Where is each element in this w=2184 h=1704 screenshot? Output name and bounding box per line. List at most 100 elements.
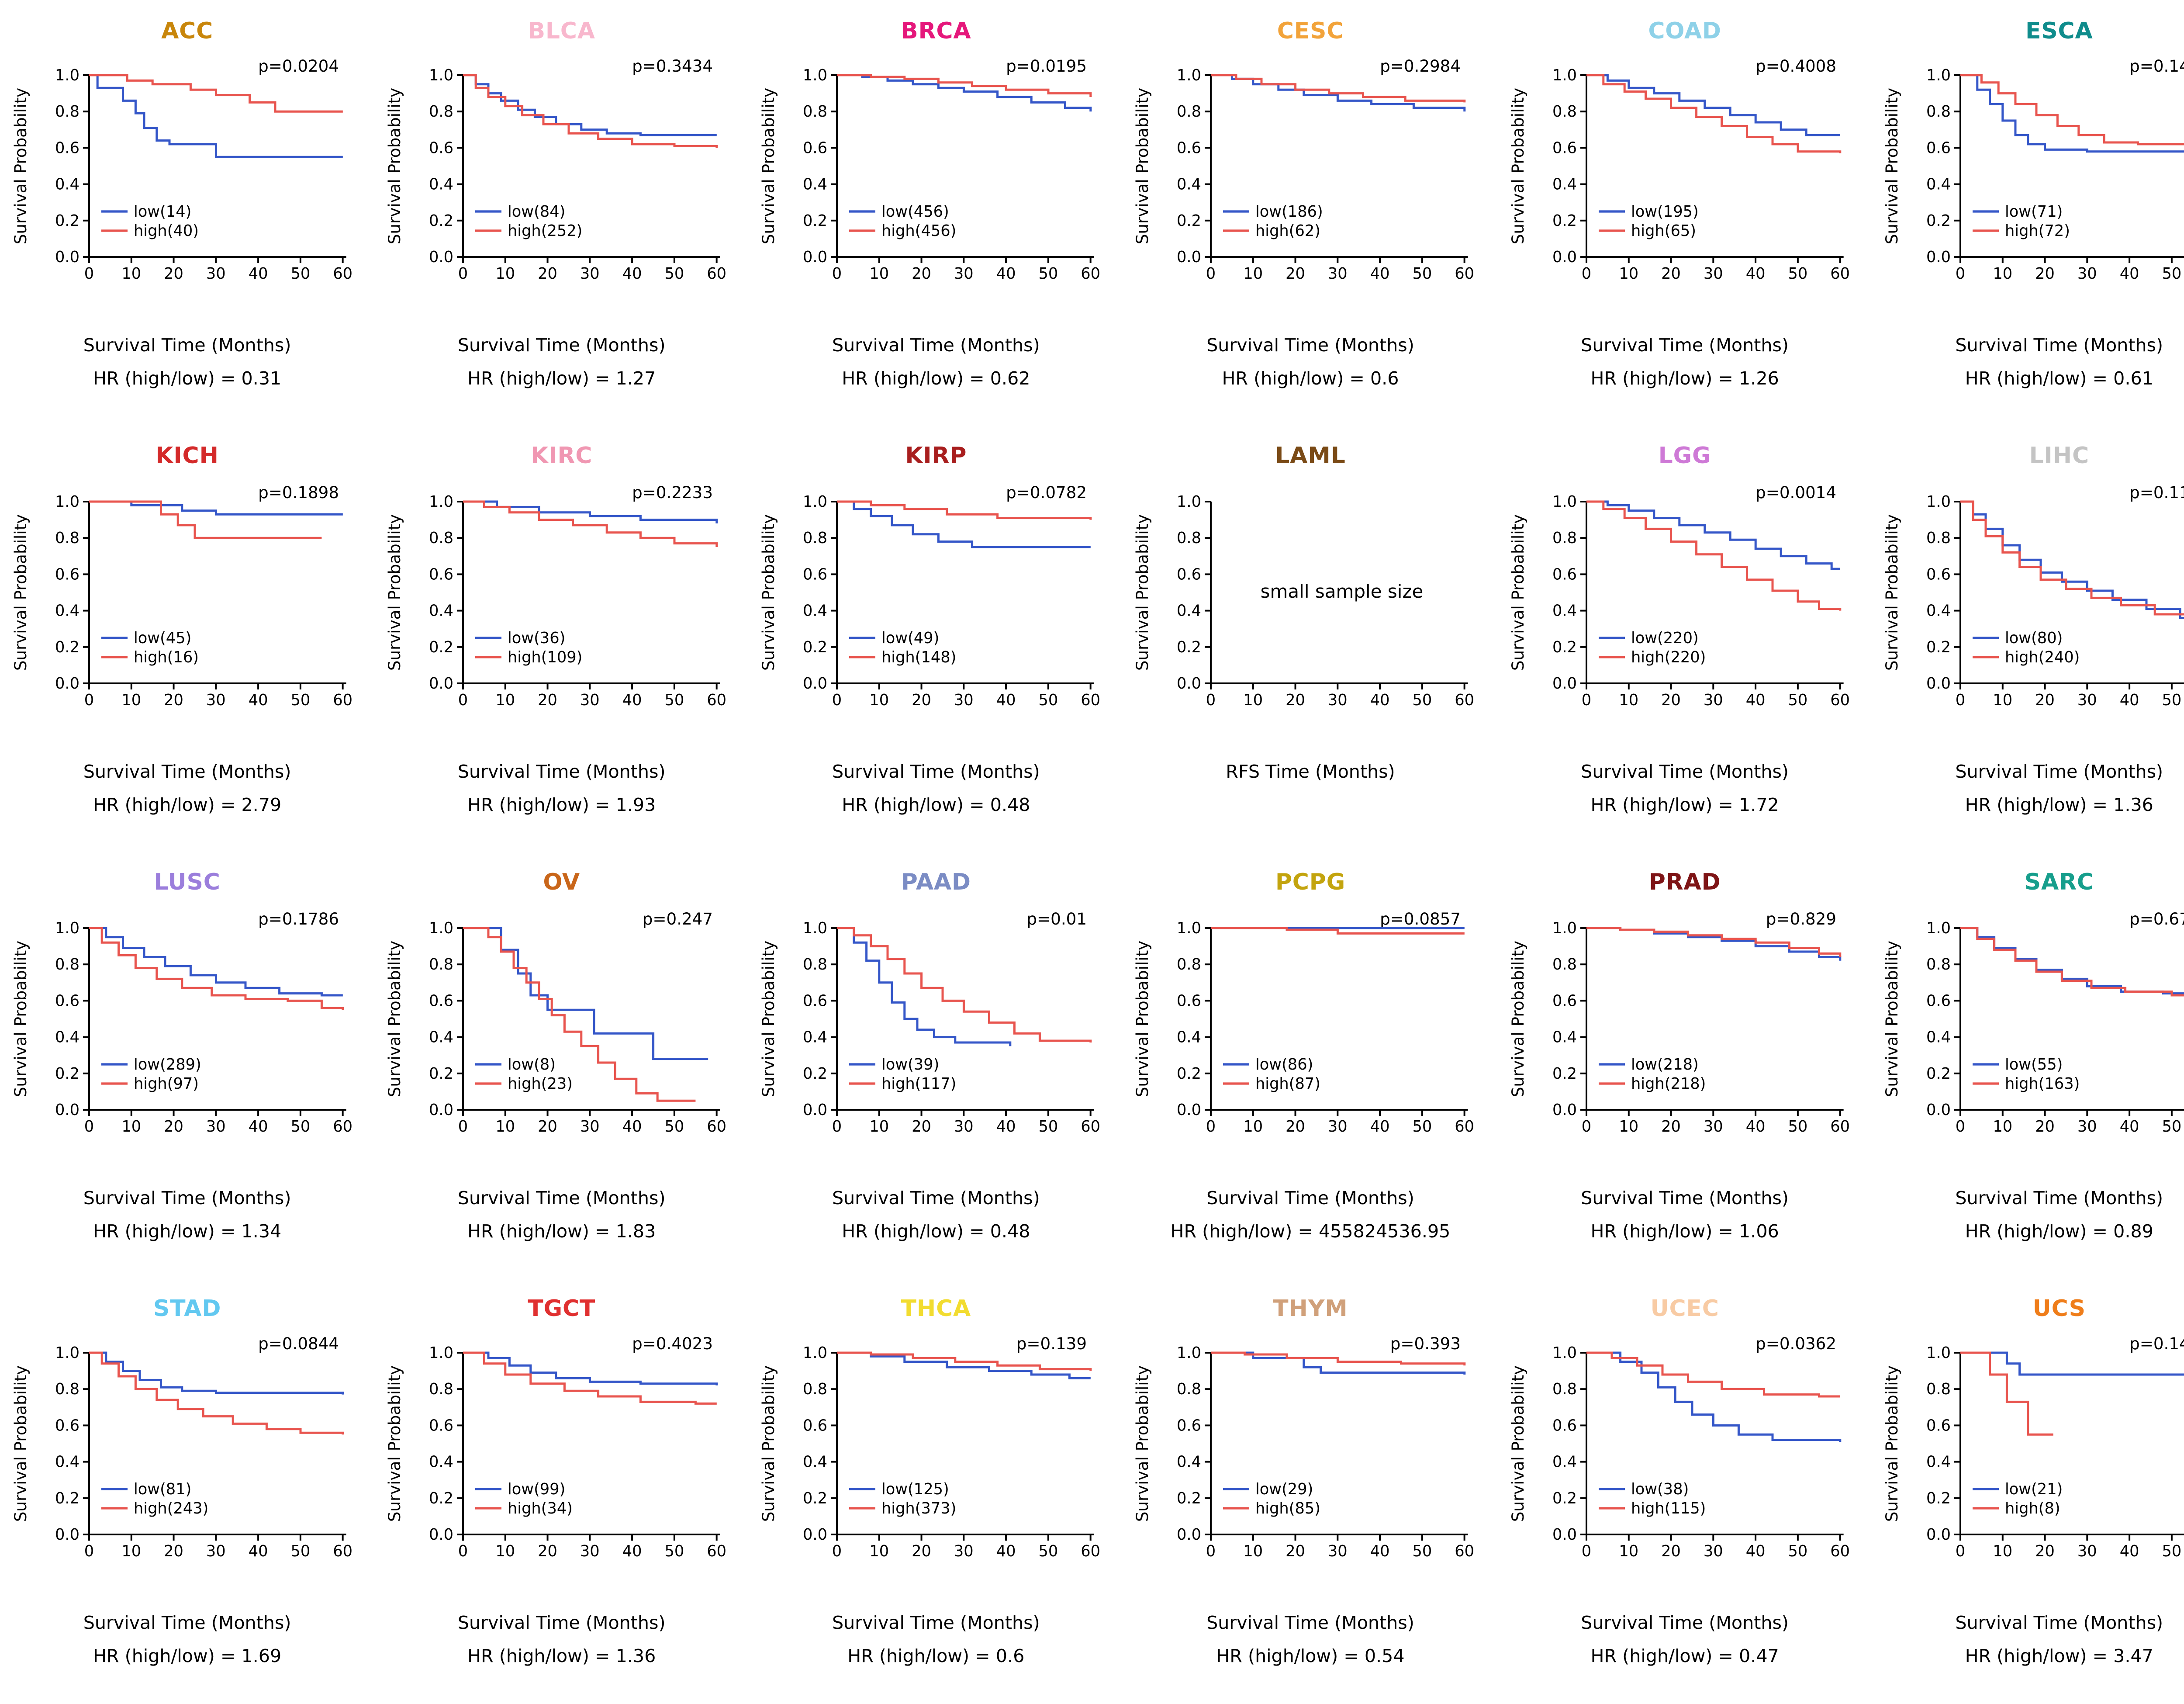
- y-tick-label: 0.6: [429, 1417, 453, 1435]
- p-value-label: p=0.247: [642, 908, 712, 928]
- hr-label: HR (high/low) = 1.34: [93, 1221, 282, 1242]
- y-tick-label: 0.2: [1178, 1490, 1202, 1508]
- p-value-label: p=0.6711: [2129, 908, 2184, 928]
- x-tick-label: 20: [163, 1543, 183, 1561]
- y-tick-label: 0.4: [1552, 176, 1576, 194]
- plot-title: OV: [543, 870, 580, 897]
- survival-curve-low: [1586, 500, 1840, 570]
- survival-curve-low: [1586, 74, 1840, 136]
- y-tick-label: 0.6: [803, 991, 828, 1009]
- plot-canvas: 0.00.20.40.60.81.00102030405060Survival …: [1882, 908, 2184, 1135]
- x-tick-label: 50: [664, 691, 684, 709]
- y-tick-label: 0.4: [1926, 602, 1951, 620]
- y-tick-label: 0.4: [1178, 176, 1202, 194]
- survival-curve-low: [463, 926, 708, 1060]
- p-value-label: p=0.0782: [1006, 482, 1087, 502]
- x-tick-label: 30: [2077, 691, 2097, 709]
- hr-label: HR (high/low) = 0.48: [842, 795, 1030, 816]
- y-tick-label: 0.2: [429, 638, 453, 656]
- survival-plot-cell: THCA 0.0 0.2 0.4 0.6 0.8 1.0 0 10 20 30 40 50 60 Surv…: [749, 1278, 1123, 1704]
- x-tick-label: 50: [1039, 1543, 1058, 1561]
- x-tick-label: 40: [622, 691, 642, 709]
- x-tick-label: 20: [2035, 265, 2055, 283]
- y-tick-label: 0.2: [1926, 638, 1951, 656]
- survival-plot-cell: UCEC 0.0 0.2 0.4 0.6 0.8 1.0 0 10 20 30 40 50 60 Surv…: [1498, 1278, 1872, 1704]
- y-tick-label: 1.0: [1178, 1344, 1202, 1362]
- hr-label: HR (high/low) = 1.69: [93, 1647, 282, 1668]
- y-tick-label: 0.4: [1552, 1454, 1576, 1472]
- y-tick-label: 0.0: [55, 1100, 79, 1118]
- survival-curve-low: [463, 1352, 718, 1386]
- y-axis-title: Survival Probability: [385, 940, 404, 1096]
- survival-curve-high: [1211, 74, 1467, 103]
- x-tick-label: 10: [870, 1543, 889, 1561]
- small-sample-message: small sample size: [1261, 580, 1424, 602]
- hr-label: HR (high/low) = 2.79: [93, 795, 282, 816]
- plot-title: LAML: [1275, 444, 1346, 471]
- y-tick-label: 0.0: [55, 248, 79, 266]
- y-tick-label: 0.4: [803, 1454, 828, 1472]
- y-tick-label: 0.8: [55, 955, 79, 973]
- plot-title: UCEC: [1650, 1296, 1719, 1323]
- x-tick-label: 10: [1619, 265, 1638, 283]
- y-tick-label: 1.0: [429, 1344, 453, 1362]
- p-value-label: p=0.0362: [1755, 1334, 1836, 1354]
- x-tick-label: 10: [1244, 1117, 1264, 1135]
- plot-title: LIHC: [2029, 444, 2089, 471]
- p-value-label: p=0.0857: [1381, 908, 1462, 928]
- x-tick-label: 30: [1703, 691, 1723, 709]
- survival-curve-high: [837, 74, 1092, 97]
- y-tick-label: 0.8: [1926, 955, 1951, 973]
- y-tick-label: 0.0: [803, 1100, 828, 1118]
- x-tick-label: 20: [1286, 265, 1306, 283]
- plot-title: COAD: [1648, 18, 1721, 45]
- y-tick-label: 0.6: [1552, 139, 1576, 157]
- x-tick-label: 20: [2035, 1543, 2055, 1561]
- survival-curve-high: [463, 500, 718, 547]
- x-tick-label: 50: [1788, 691, 1807, 709]
- y-tick-label: 1.0: [1178, 492, 1202, 510]
- x-tick-label: 40: [997, 1543, 1016, 1561]
- legend-label-high: high(109): [508, 648, 582, 666]
- x-tick-label: 30: [1703, 265, 1723, 283]
- p-value-label: p=0.0195: [1006, 56, 1087, 76]
- survival-plot-cell: ESCA 0.00.20.40.60.81.00102030405060Surv…: [1872, 0, 2184, 426]
- x-tick-label: 40: [1371, 1117, 1391, 1135]
- x-tick-label: 60: [1081, 1117, 1101, 1135]
- x-tick-label: 10: [1993, 1117, 2013, 1135]
- x-tick-label: 30: [954, 1543, 974, 1561]
- p-value-label: p=0.4023: [632, 1334, 713, 1354]
- y-tick-label: 0.6: [1552, 565, 1576, 583]
- survival-curve-low: [1960, 1352, 2184, 1376]
- x-axis-label: Survival Time (Months): [1955, 762, 2163, 783]
- x-axis-label: Survival Time (Months): [457, 1188, 666, 1209]
- x-tick-label: 60: [707, 691, 726, 709]
- y-tick-label: 0.0: [1552, 674, 1576, 692]
- y-tick-label: 0.0: [1926, 1526, 1951, 1544]
- y-tick-label: 0.6: [803, 1417, 828, 1435]
- x-axis-label: Survival Time (Months): [1955, 336, 2163, 357]
- survival-plot-cell: SARC 0.00.20.40.60.81.00102030405060Surv…: [1872, 852, 2184, 1278]
- x-tick-label: 50: [664, 265, 684, 283]
- legend-label-low: low(220): [1631, 629, 1698, 647]
- x-tick-label: 60: [332, 265, 352, 283]
- y-tick-label: 0.4: [55, 1028, 79, 1046]
- survival-curve-high: [837, 1352, 1092, 1372]
- x-tick-label: 50: [1039, 691, 1058, 709]
- legend-label-low: low(99): [508, 1481, 565, 1499]
- survival-plot-cell: PRAD 0.0 0.2 0.4 0.6 0.8 1.0 0 10 20 30 40 50 60 Surv…: [1498, 852, 1872, 1278]
- y-axis-title: Survival Probability: [1133, 514, 1153, 670]
- y-axis-title: Survival Probability: [759, 940, 778, 1096]
- x-tick-label: 30: [954, 1117, 974, 1135]
- y-tick-label: 1.0: [55, 66, 79, 84]
- x-tick-label: 30: [1329, 1543, 1348, 1561]
- x-tick-label: 60: [1081, 265, 1101, 283]
- x-tick-label: 0: [458, 691, 467, 709]
